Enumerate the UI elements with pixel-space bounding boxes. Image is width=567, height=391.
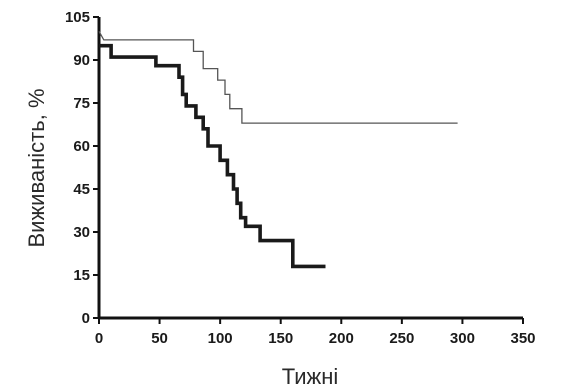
x-tick-label: 100 (208, 330, 233, 347)
x-axis-label: Тижні (282, 364, 339, 389)
y-tick-label: 15 (73, 267, 90, 284)
y-tick-label: 45 (73, 181, 90, 198)
y-tick-label: 75 (73, 95, 90, 112)
x-tick-label: 300 (450, 330, 475, 347)
axes: 0 15 30 45 60 75 90 105 0 50 100 150 200 250 300 350 (65, 9, 536, 347)
x-tick-label: 350 (510, 330, 535, 347)
survival-curve-thick (99, 43, 326, 269)
x-tick-label: 250 (389, 330, 414, 347)
x-tick-label: 150 (268, 330, 293, 347)
y-tick-label: 0 (82, 310, 90, 327)
x-tick-label: 0 (95, 330, 103, 347)
y-axis-label: Виживаність, % (24, 88, 49, 247)
survival-curve-thin (98, 30, 458, 124)
series-layer (98, 30, 458, 269)
y-tick-label: 30 (73, 224, 90, 241)
y-tick-label: 90 (73, 52, 90, 69)
y-tick-label: 105 (65, 9, 90, 26)
y-tick-label: 60 (73, 138, 90, 155)
x-tick-label: 200 (329, 330, 354, 347)
x-tick-label: 50 (151, 330, 168, 347)
